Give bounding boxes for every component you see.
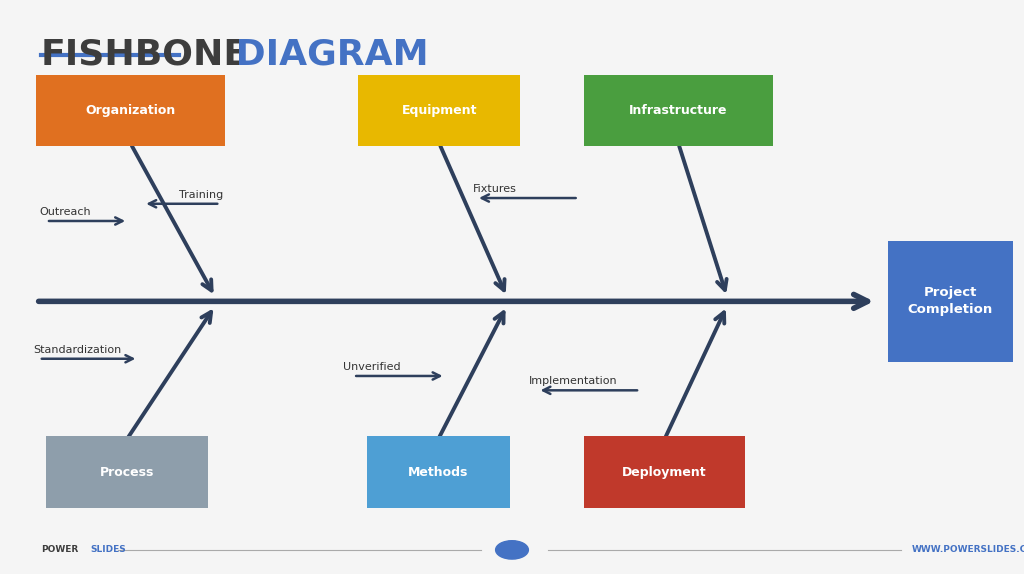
Text: Equipment: Equipment [401, 104, 477, 117]
FancyBboxPatch shape [584, 436, 745, 508]
Text: FISHBONE: FISHBONE [41, 37, 249, 71]
FancyBboxPatch shape [367, 436, 510, 508]
Text: DIAGRAM: DIAGRAM [223, 37, 429, 71]
Text: Outreach: Outreach [39, 207, 90, 217]
Text: Organization: Organization [85, 104, 176, 117]
FancyBboxPatch shape [358, 75, 520, 146]
Text: Training: Training [179, 190, 223, 200]
Text: Project
Completion: Project Completion [907, 286, 993, 316]
Text: Unverified: Unverified [343, 362, 400, 372]
Text: Deployment: Deployment [623, 466, 707, 479]
Text: Methods: Methods [409, 466, 468, 479]
FancyBboxPatch shape [46, 436, 208, 508]
Text: 4: 4 [509, 545, 515, 555]
Text: Standardization: Standardization [33, 345, 121, 355]
Text: Implementation: Implementation [528, 377, 617, 386]
Text: WWW.POWERSLIDES.COM: WWW.POWERSLIDES.COM [911, 545, 1024, 554]
Text: SLIDES: SLIDES [90, 545, 126, 554]
FancyBboxPatch shape [584, 75, 773, 146]
Text: Process: Process [99, 466, 155, 479]
FancyBboxPatch shape [888, 241, 1013, 362]
Text: POWER: POWER [41, 545, 78, 554]
Text: Fixtures: Fixtures [473, 184, 517, 194]
FancyBboxPatch shape [36, 75, 225, 146]
Text: Infrastructure: Infrastructure [629, 104, 728, 117]
